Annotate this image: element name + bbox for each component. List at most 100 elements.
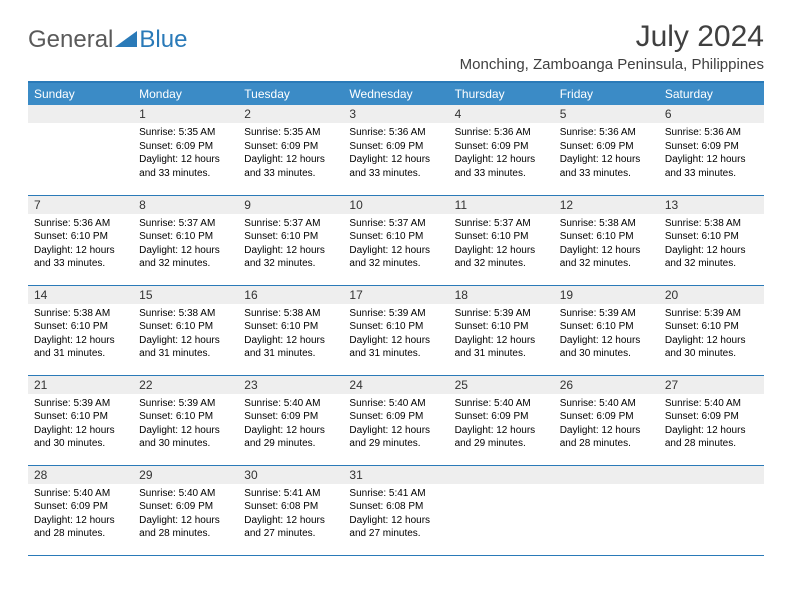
- day-details: Sunrise: 5:39 AMSunset: 6:10 PMDaylight:…: [659, 304, 764, 365]
- calendar-day-cell: 23Sunrise: 5:40 AMSunset: 6:09 PMDayligh…: [238, 375, 343, 465]
- day-number: 21: [28, 376, 133, 394]
- day-details: Sunrise: 5:39 AMSunset: 6:10 PMDaylight:…: [133, 394, 238, 455]
- day-details: Sunrise: 5:40 AMSunset: 6:09 PMDaylight:…: [28, 484, 133, 545]
- calendar-day-cell: 10Sunrise: 5:37 AMSunset: 6:10 PMDayligh…: [343, 195, 448, 285]
- day-details: Sunrise: 5:35 AMSunset: 6:09 PMDaylight:…: [238, 123, 343, 184]
- logo-text: General Blue: [28, 26, 187, 54]
- day-details: Sunrise: 5:36 AMSunset: 6:09 PMDaylight:…: [343, 123, 448, 184]
- title-block: July 2024 Monching, Zamboanga Peninsula,…: [460, 20, 764, 73]
- day-number: 4: [449, 105, 554, 123]
- day-number: 18: [449, 286, 554, 304]
- day-details: Sunrise: 5:39 AMSunset: 6:10 PMDaylight:…: [449, 304, 554, 365]
- day-details: Sunrise: 5:40 AMSunset: 6:09 PMDaylight:…: [343, 394, 448, 455]
- day-details: Sunrise: 5:41 AMSunset: 6:08 PMDaylight:…: [343, 484, 448, 545]
- day-details: Sunrise: 5:36 AMSunset: 6:10 PMDaylight:…: [28, 214, 133, 275]
- calendar-day-cell: 14Sunrise: 5:38 AMSunset: 6:10 PMDayligh…: [28, 285, 133, 375]
- day-number: 27: [659, 376, 764, 394]
- calendar-day-cell: 26Sunrise: 5:40 AMSunset: 6:09 PMDayligh…: [554, 375, 659, 465]
- calendar-body: 1Sunrise: 5:35 AMSunset: 6:09 PMDaylight…: [28, 105, 764, 555]
- day-number: 20: [659, 286, 764, 304]
- day-details: Sunrise: 5:37 AMSunset: 6:10 PMDaylight:…: [343, 214, 448, 275]
- calendar-day-cell: 11Sunrise: 5:37 AMSunset: 6:10 PMDayligh…: [449, 195, 554, 285]
- day-details: Sunrise: 5:36 AMSunset: 6:09 PMDaylight:…: [659, 123, 764, 184]
- day-details: Sunrise: 5:40 AMSunset: 6:09 PMDaylight:…: [449, 394, 554, 455]
- day-number: 24: [343, 376, 448, 394]
- calendar-week-row: 1Sunrise: 5:35 AMSunset: 6:09 PMDaylight…: [28, 105, 764, 195]
- calendar-week-row: 28Sunrise: 5:40 AMSunset: 6:09 PMDayligh…: [28, 465, 764, 555]
- weekday-header: Friday: [554, 82, 659, 105]
- calendar-day-cell: 22Sunrise: 5:39 AMSunset: 6:10 PMDayligh…: [133, 375, 238, 465]
- day-number: 7: [28, 196, 133, 214]
- calendar-day-cell: 4Sunrise: 5:36 AMSunset: 6:09 PMDaylight…: [449, 105, 554, 195]
- day-details: Sunrise: 5:37 AMSunset: 6:10 PMDaylight:…: [449, 214, 554, 275]
- weekday-header: Saturday: [659, 82, 764, 105]
- calendar-day-cell: [554, 465, 659, 555]
- logo-text-blue: Blue: [139, 26, 187, 53]
- day-number: 13: [659, 196, 764, 214]
- day-details: Sunrise: 5:41 AMSunset: 6:08 PMDaylight:…: [238, 484, 343, 545]
- day-details: Sunrise: 5:39 AMSunset: 6:10 PMDaylight:…: [28, 394, 133, 455]
- calendar-week-row: 14Sunrise: 5:38 AMSunset: 6:10 PMDayligh…: [28, 285, 764, 375]
- weekday-header: Thursday: [449, 82, 554, 105]
- day-number: 6: [659, 105, 764, 123]
- day-number: 3: [343, 105, 448, 123]
- calendar-day-cell: 1Sunrise: 5:35 AMSunset: 6:09 PMDaylight…: [133, 105, 238, 195]
- calendar-day-cell: 15Sunrise: 5:38 AMSunset: 6:10 PMDayligh…: [133, 285, 238, 375]
- calendar-day-cell: 19Sunrise: 5:39 AMSunset: 6:10 PMDayligh…: [554, 285, 659, 375]
- calendar-day-cell: [28, 105, 133, 195]
- day-details: Sunrise: 5:37 AMSunset: 6:10 PMDaylight:…: [238, 214, 343, 275]
- calendar-day-cell: 9Sunrise: 5:37 AMSunset: 6:10 PMDaylight…: [238, 195, 343, 285]
- day-number: 8: [133, 196, 238, 214]
- calendar-day-cell: 28Sunrise: 5:40 AMSunset: 6:09 PMDayligh…: [28, 465, 133, 555]
- weekday-header: Sunday: [28, 82, 133, 105]
- day-number: 28: [28, 466, 133, 484]
- day-details: Sunrise: 5:38 AMSunset: 6:10 PMDaylight:…: [554, 214, 659, 275]
- calendar-day-cell: 25Sunrise: 5:40 AMSunset: 6:09 PMDayligh…: [449, 375, 554, 465]
- day-number: 26: [554, 376, 659, 394]
- calendar-day-cell: 5Sunrise: 5:36 AMSunset: 6:09 PMDaylight…: [554, 105, 659, 195]
- day-number: 25: [449, 376, 554, 394]
- header-row: SundayMondayTuesdayWednesdayThursdayFrid…: [28, 82, 764, 105]
- day-number: 31: [343, 466, 448, 484]
- calendar-day-cell: 30Sunrise: 5:41 AMSunset: 6:08 PMDayligh…: [238, 465, 343, 555]
- calendar-day-cell: 3Sunrise: 5:36 AMSunset: 6:09 PMDaylight…: [343, 105, 448, 195]
- calendar-day-cell: 12Sunrise: 5:38 AMSunset: 6:10 PMDayligh…: [554, 195, 659, 285]
- day-details: Sunrise: 5:40 AMSunset: 6:09 PMDaylight:…: [659, 394, 764, 455]
- day-details: Sunrise: 5:40 AMSunset: 6:09 PMDaylight:…: [238, 394, 343, 455]
- day-number: 9: [238, 196, 343, 214]
- day-number: 16: [238, 286, 343, 304]
- day-details: Sunrise: 5:38 AMSunset: 6:10 PMDaylight:…: [28, 304, 133, 365]
- month-title: July 2024: [460, 20, 764, 54]
- day-details: Sunrise: 5:40 AMSunset: 6:09 PMDaylight:…: [554, 394, 659, 455]
- logo-text-general: General: [28, 26, 113, 53]
- calendar-week-row: 21Sunrise: 5:39 AMSunset: 6:10 PMDayligh…: [28, 375, 764, 465]
- calendar-day-cell: 17Sunrise: 5:39 AMSunset: 6:10 PMDayligh…: [343, 285, 448, 375]
- day-details: Sunrise: 5:38 AMSunset: 6:10 PMDaylight:…: [238, 304, 343, 365]
- calendar-day-cell: 20Sunrise: 5:39 AMSunset: 6:10 PMDayligh…: [659, 285, 764, 375]
- day-number: 11: [449, 196, 554, 214]
- day-details: Sunrise: 5:35 AMSunset: 6:09 PMDaylight:…: [133, 123, 238, 184]
- calendar-day-cell: [449, 465, 554, 555]
- day-number: 29: [133, 466, 238, 484]
- logo-triangle-icon: [115, 31, 137, 47]
- day-number: [28, 105, 133, 123]
- header: General Blue July 2024 Monching, Zamboang…: [28, 20, 764, 73]
- calendar-head: SundayMondayTuesdayWednesdayThursdayFrid…: [28, 82, 764, 105]
- day-number: [449, 466, 554, 484]
- calendar-day-cell: 8Sunrise: 5:37 AMSunset: 6:10 PMDaylight…: [133, 195, 238, 285]
- day-details: Sunrise: 5:38 AMSunset: 6:10 PMDaylight:…: [659, 214, 764, 275]
- day-details: Sunrise: 5:36 AMSunset: 6:09 PMDaylight:…: [554, 123, 659, 184]
- location-text: Monching, Zamboanga Peninsula, Philippin…: [460, 56, 764, 73]
- calendar-day-cell: 29Sunrise: 5:40 AMSunset: 6:09 PMDayligh…: [133, 465, 238, 555]
- calendar-day-cell: 31Sunrise: 5:41 AMSunset: 6:08 PMDayligh…: [343, 465, 448, 555]
- day-number: 1: [133, 105, 238, 123]
- logo: General Blue: [28, 26, 187, 54]
- day-number: 14: [28, 286, 133, 304]
- calendar-day-cell: 16Sunrise: 5:38 AMSunset: 6:10 PMDayligh…: [238, 285, 343, 375]
- weekday-header: Wednesday: [343, 82, 448, 105]
- calendar-day-cell: 21Sunrise: 5:39 AMSunset: 6:10 PMDayligh…: [28, 375, 133, 465]
- day-number: 22: [133, 376, 238, 394]
- day-details: Sunrise: 5:39 AMSunset: 6:10 PMDaylight:…: [554, 304, 659, 365]
- day-number: 23: [238, 376, 343, 394]
- day-details: Sunrise: 5:38 AMSunset: 6:10 PMDaylight:…: [133, 304, 238, 365]
